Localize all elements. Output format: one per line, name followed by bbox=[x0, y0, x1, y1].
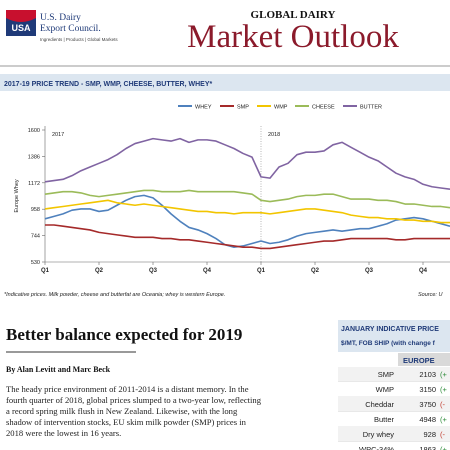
chart-source: Source: U bbox=[418, 292, 442, 298]
series-line bbox=[44, 137, 450, 191]
row-bg bbox=[338, 367, 450, 382]
org-name: U.S. Dairy bbox=[40, 13, 81, 23]
chart-header bbox=[0, 74, 450, 91]
series-line bbox=[44, 189, 450, 209]
table-header bbox=[338, 320, 450, 352]
body-line: shadow of intervention stocks, EU skim m… bbox=[6, 417, 247, 427]
row-name: SMP bbox=[378, 370, 394, 379]
logo-flag bbox=[6, 10, 36, 22]
row-price: 3750 bbox=[419, 400, 436, 409]
title: Market Outlook bbox=[187, 19, 399, 55]
y-tick-label: 530 bbox=[31, 260, 40, 266]
body-line: a record spring milk flush in New Zealan… bbox=[6, 406, 238, 416]
price-table: SMP 2103 (+ WMP 3150 (+ Cheddar 3750 (- Butter 494… bbox=[338, 367, 450, 450]
row-name: WMP bbox=[376, 385, 394, 394]
legend-label: WHEY bbox=[195, 105, 212, 111]
row-price: 3150 bbox=[419, 385, 436, 394]
x-tick-label: Q3 bbox=[149, 268, 158, 274]
body-line: 2018 were the lowest in 16 years. bbox=[6, 428, 121, 438]
row-price: 2103 bbox=[419, 370, 436, 379]
row-bg bbox=[338, 427, 450, 442]
legend-label: CHEESE bbox=[312, 105, 335, 111]
y-tick-label: 1600 bbox=[28, 128, 40, 134]
x-tick-label: Q2 bbox=[311, 268, 320, 274]
row-change: (+ bbox=[440, 370, 447, 379]
y-tick-label: 1172 bbox=[28, 181, 40, 187]
row-change: (+ bbox=[440, 415, 447, 424]
x-tick-label: Q4 bbox=[203, 268, 212, 274]
row-name: WPC-34% bbox=[359, 445, 394, 450]
series-line bbox=[45, 224, 450, 250]
row-change: (- bbox=[440, 400, 445, 409]
row-price: 4948 bbox=[419, 415, 436, 424]
column-header-bg bbox=[398, 353, 450, 366]
x-tick-label: Q4 bbox=[419, 268, 428, 274]
legend-label: BUTTER bbox=[360, 105, 382, 111]
tagline: Ingredients | Products | Global Markets bbox=[40, 37, 118, 42]
x-tick-label: Q1 bbox=[41, 268, 50, 274]
legend-label: WMP bbox=[274, 105, 288, 111]
body-line: The heady price environment of 2011-2014… bbox=[6, 384, 249, 394]
year-label: 2018 bbox=[268, 132, 280, 138]
row-change: (- bbox=[440, 430, 445, 439]
y-axis-label: Europe Whey bbox=[14, 179, 20, 213]
table-subtitle: $/MT, FOB SHIP (with change f bbox=[341, 340, 436, 347]
column-header: EUROPE bbox=[403, 356, 435, 365]
article-body: The heady price environment of 2011-2014… bbox=[6, 384, 262, 438]
y-tick-label: 1386 bbox=[28, 154, 40, 160]
year-label: 2017 bbox=[52, 132, 64, 138]
byline: By Alan Levitt and Marc Beck bbox=[6, 365, 111, 374]
chart-note: *Indicative prices. Milk powder, cheese … bbox=[4, 292, 225, 298]
row-name: Cheddar bbox=[365, 400, 394, 409]
table-title: JANUARY INDICATIVE PRICE bbox=[341, 326, 439, 333]
y-tick-label: 958 bbox=[31, 207, 40, 213]
x-tick-label: Q3 bbox=[365, 268, 374, 274]
row-bg bbox=[338, 382, 450, 397]
row-change: (+ bbox=[440, 385, 447, 394]
chart: WHEY SMP WMP CHEESE BUTTER 530 744 958 1172 1386 1… bbox=[14, 105, 450, 274]
x-tick-label: Q1 bbox=[257, 268, 266, 274]
legend-label: SMP bbox=[237, 105, 249, 111]
series-line bbox=[44, 199, 450, 224]
row-name: Butter bbox=[374, 415, 395, 424]
row-bg bbox=[338, 397, 450, 412]
kicker: GLOBAL DAIRY bbox=[251, 9, 336, 21]
series-line bbox=[44, 194, 450, 248]
chart-title: 2017-19 PRICE TREND - SMP, WMP, CHEESE, … bbox=[4, 81, 213, 88]
org-name: Export Council. bbox=[40, 24, 101, 34]
row-bg bbox=[338, 412, 450, 427]
row-bg bbox=[338, 442, 450, 450]
logo-text: USA bbox=[11, 23, 31, 33]
article-title: Better balance expected for 2019 bbox=[6, 325, 242, 344]
row-price: 928 bbox=[423, 430, 436, 439]
body-line: fourth quarter of 2018, global prices sl… bbox=[6, 395, 262, 405]
row-price: 1863 bbox=[419, 445, 436, 450]
row-change: (+ bbox=[440, 445, 447, 450]
y-tick-label: 744 bbox=[31, 234, 40, 240]
x-tick-label: Q2 bbox=[95, 268, 104, 274]
row-name: Dry whey bbox=[363, 430, 395, 439]
